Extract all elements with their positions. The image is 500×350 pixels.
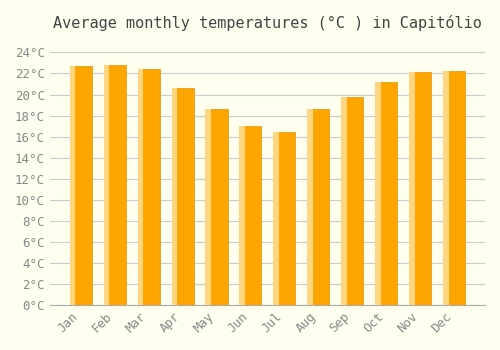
Bar bbox=[443, 71, 448, 305]
Bar bbox=[375, 82, 398, 305]
Bar bbox=[274, 132, 295, 305]
Bar bbox=[274, 132, 279, 305]
Bar bbox=[70, 66, 75, 305]
Bar bbox=[240, 126, 245, 305]
Bar bbox=[375, 82, 381, 305]
Bar bbox=[104, 65, 126, 305]
Bar bbox=[443, 71, 465, 305]
Bar bbox=[206, 109, 211, 305]
Bar bbox=[240, 126, 262, 305]
Bar bbox=[308, 109, 313, 305]
Bar bbox=[342, 97, 347, 305]
Bar bbox=[138, 69, 160, 305]
Bar bbox=[172, 88, 194, 305]
Bar bbox=[104, 65, 109, 305]
Bar bbox=[172, 88, 177, 305]
Bar bbox=[206, 109, 228, 305]
Bar bbox=[308, 109, 330, 305]
Bar bbox=[70, 66, 92, 305]
Bar bbox=[138, 69, 143, 305]
Bar bbox=[409, 72, 414, 305]
Bar bbox=[409, 72, 432, 305]
Bar bbox=[342, 97, 363, 305]
Title: Average monthly temperatures (°C ) in Capitólio: Average monthly temperatures (°C ) in Ca… bbox=[53, 15, 482, 31]
